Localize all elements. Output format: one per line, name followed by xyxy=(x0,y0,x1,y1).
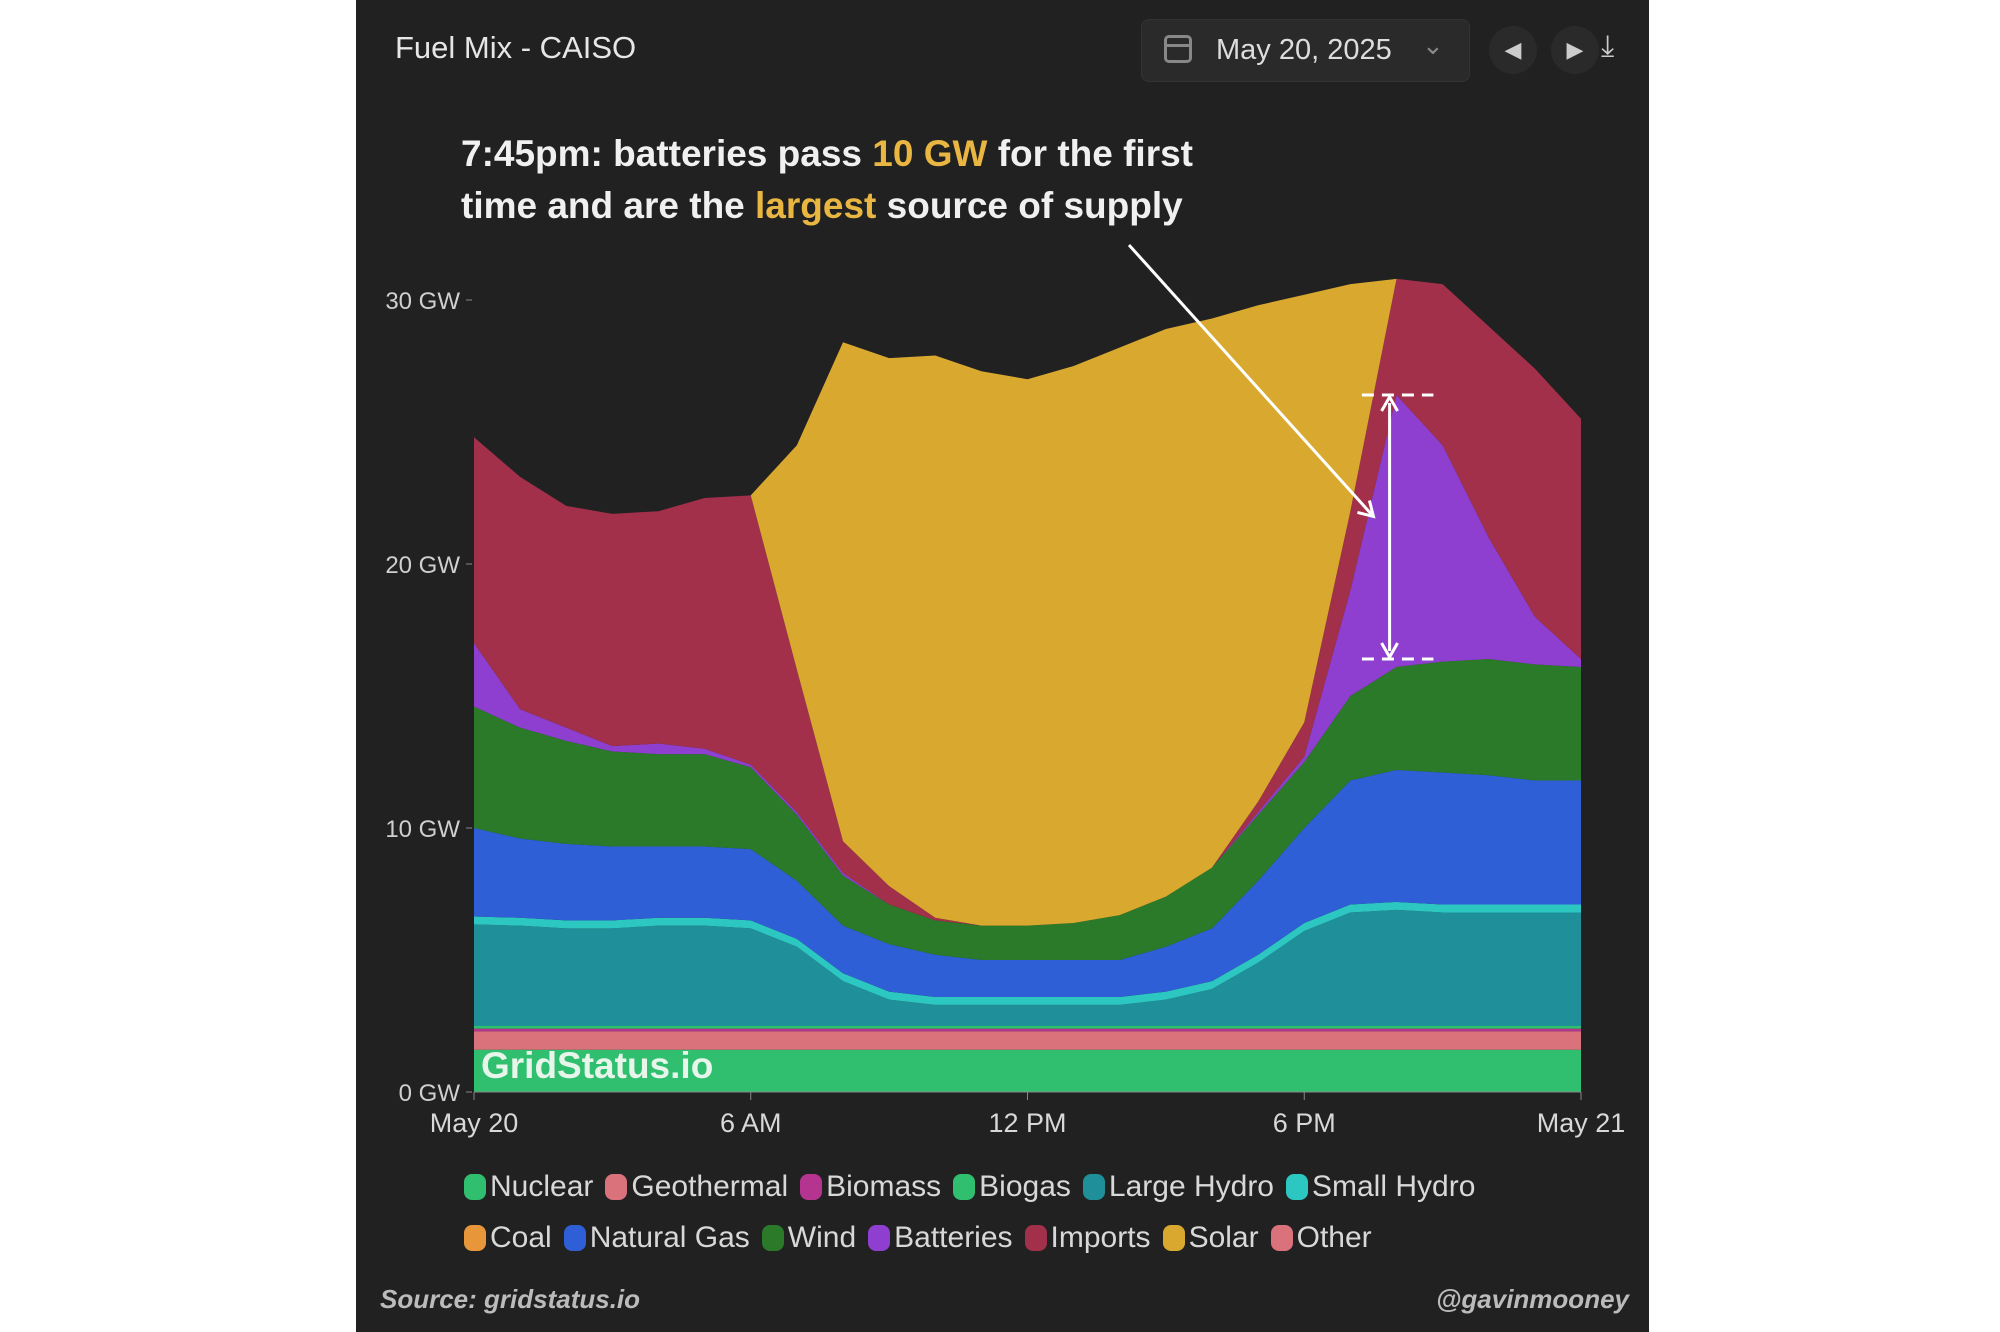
legend-label: Biomass xyxy=(826,1170,942,1203)
annotation-text-2b: source of supply xyxy=(876,185,1183,226)
legend-label: Biogas xyxy=(979,1170,1071,1203)
arrowhead-down-icon xyxy=(1380,642,1399,661)
legend-item-biomass[interactable]: Biomass xyxy=(800,1170,941,1204)
legend-item-nuclear[interactable]: Nuclear xyxy=(464,1170,593,1204)
x-tick-label: 12 PM xyxy=(988,1108,1066,1138)
legend-swatch xyxy=(1162,1225,1185,1251)
legend-swatch xyxy=(953,1174,976,1200)
legend-label: Imports xyxy=(1050,1221,1151,1254)
legend-swatch xyxy=(868,1225,891,1251)
legend-item-solar[interactable]: Solar xyxy=(1162,1221,1259,1255)
chevron-down-icon: ⌄ xyxy=(1422,30,1444,60)
annotation-text-1b: for the first xyxy=(987,133,1193,174)
area-wind xyxy=(474,659,1581,960)
legend-row-2: Coal Natural Gas Wind Batteries Imports Solar… xyxy=(464,1221,1372,1255)
legend-item-batteries[interactable]: Batteries xyxy=(868,1221,1013,1255)
area-biogas xyxy=(474,1026,1581,1029)
area-small-hydro xyxy=(474,901,1581,1005)
triangle-right-icon: ▶ xyxy=(1566,37,1584,62)
legend-swatch xyxy=(1270,1225,1293,1251)
legend-label: Small Hydro xyxy=(1312,1170,1476,1203)
legend-swatch xyxy=(1082,1174,1105,1200)
legend-item-large-hydro[interactable]: Large Hydro xyxy=(1082,1170,1274,1204)
area-geothermal xyxy=(474,1031,1581,1050)
legend-swatch xyxy=(800,1174,823,1200)
y-tick-label: 10 GW xyxy=(385,816,460,843)
annotation-highlight-largest: largest xyxy=(755,185,877,226)
fuel-mix-card: Fuel Mix - CAISO May 20, 2025 ⌄ ◀ ▶ ⤓ 0 … xyxy=(356,0,1649,1332)
legend-item-coal[interactable]: Coal xyxy=(464,1221,552,1255)
download-icon: ⤓ xyxy=(1601,30,1615,63)
legend-swatch xyxy=(1024,1225,1047,1251)
legend-swatch xyxy=(563,1225,586,1251)
legend-item-small-hydro[interactable]: Small Hydro xyxy=(1286,1170,1475,1204)
annotation-text-1a: 7:45pm: batteries pass xyxy=(461,133,873,174)
area-nuclear xyxy=(474,1049,1581,1092)
x-tick-label: May 20 xyxy=(430,1108,519,1138)
area-natural-gas xyxy=(474,769,1581,997)
legend-item-natural-gas[interactable]: Natural Gas xyxy=(563,1221,750,1255)
x-tick-label: 6 AM xyxy=(720,1108,782,1138)
legend-swatch xyxy=(605,1174,628,1200)
legend-item-wind[interactable]: Wind xyxy=(761,1221,857,1255)
date-picker[interactable]: May 20, 2025 ⌄ xyxy=(1141,19,1470,82)
area-large-hydro xyxy=(474,909,1581,1026)
legend-swatch xyxy=(464,1174,486,1200)
legend-label: Wind xyxy=(787,1221,857,1254)
annotation-text-2a: time and are the xyxy=(461,185,756,226)
stacked-area-chart: 0 GW 10 GW 20 GW 30 GW May 20 6 AM 12 PM 6 PM Ma… xyxy=(385,243,1626,1138)
watermark: GridStatus.io xyxy=(481,1045,714,1086)
legend-swatch xyxy=(761,1225,784,1251)
source-note: Source: gridstatus.io xyxy=(380,1284,641,1314)
legend-swatch xyxy=(464,1225,486,1251)
prev-day-button[interactable]: ◀ xyxy=(1489,26,1537,74)
legend-swatch xyxy=(1286,1174,1308,1200)
annotation-highlight-10gw: 10 GW xyxy=(872,133,988,174)
legend-label: Large Hydro xyxy=(1108,1170,1274,1203)
y-tick-label: 0 GW xyxy=(399,1080,461,1107)
chart-title: Fuel Mix - CAISO xyxy=(395,30,637,65)
pointer-line xyxy=(1127,243,1375,518)
calendar-icon xyxy=(1164,35,1192,63)
legend-label: Other xyxy=(1296,1221,1372,1254)
pointer-arrowhead-icon xyxy=(1357,500,1376,519)
area-batteries xyxy=(474,395,1581,926)
author-handle: @gavinmooney xyxy=(1436,1284,1629,1314)
legend-item-biogas[interactable]: Biogas xyxy=(953,1170,1071,1204)
legend-item-imports[interactable]: Imports xyxy=(1024,1221,1151,1255)
legend-label: Geothermal xyxy=(631,1170,789,1203)
legend-label: Coal xyxy=(490,1221,552,1254)
legend-label: Nuclear xyxy=(490,1170,594,1203)
legend-label: Natural Gas xyxy=(589,1221,750,1254)
arrowhead-up-icon xyxy=(1380,394,1399,412)
legend-item-geothermal[interactable]: Geothermal xyxy=(605,1170,788,1204)
date-label: May 20, 2025 xyxy=(1216,34,1392,66)
y-tick-label: 20 GW xyxy=(385,552,460,579)
x-tick-label: May 21 xyxy=(1537,1108,1626,1138)
next-day-button[interactable]: ▶ xyxy=(1551,26,1599,74)
legend-item-other[interactable]: Other xyxy=(1270,1221,1372,1255)
x-tick-label: 6 PM xyxy=(1273,1108,1336,1138)
area-biomass xyxy=(474,1028,1581,1032)
legend-label: Batteries xyxy=(894,1221,1013,1254)
download-button[interactable]: ⤓ xyxy=(1601,30,1614,64)
legend-label: Solar xyxy=(1188,1221,1259,1254)
legend-row-1: Nuclear Geothermal Biomass Biogas Large Hydr… xyxy=(464,1170,1475,1204)
area-imports xyxy=(474,278,1581,926)
annotation-text: 7:45pm: batteries pass 10 GW for the fir… xyxy=(461,128,1193,232)
triangle-left-icon: ◀ xyxy=(1504,37,1522,62)
y-tick-label: 30 GW xyxy=(385,288,460,315)
